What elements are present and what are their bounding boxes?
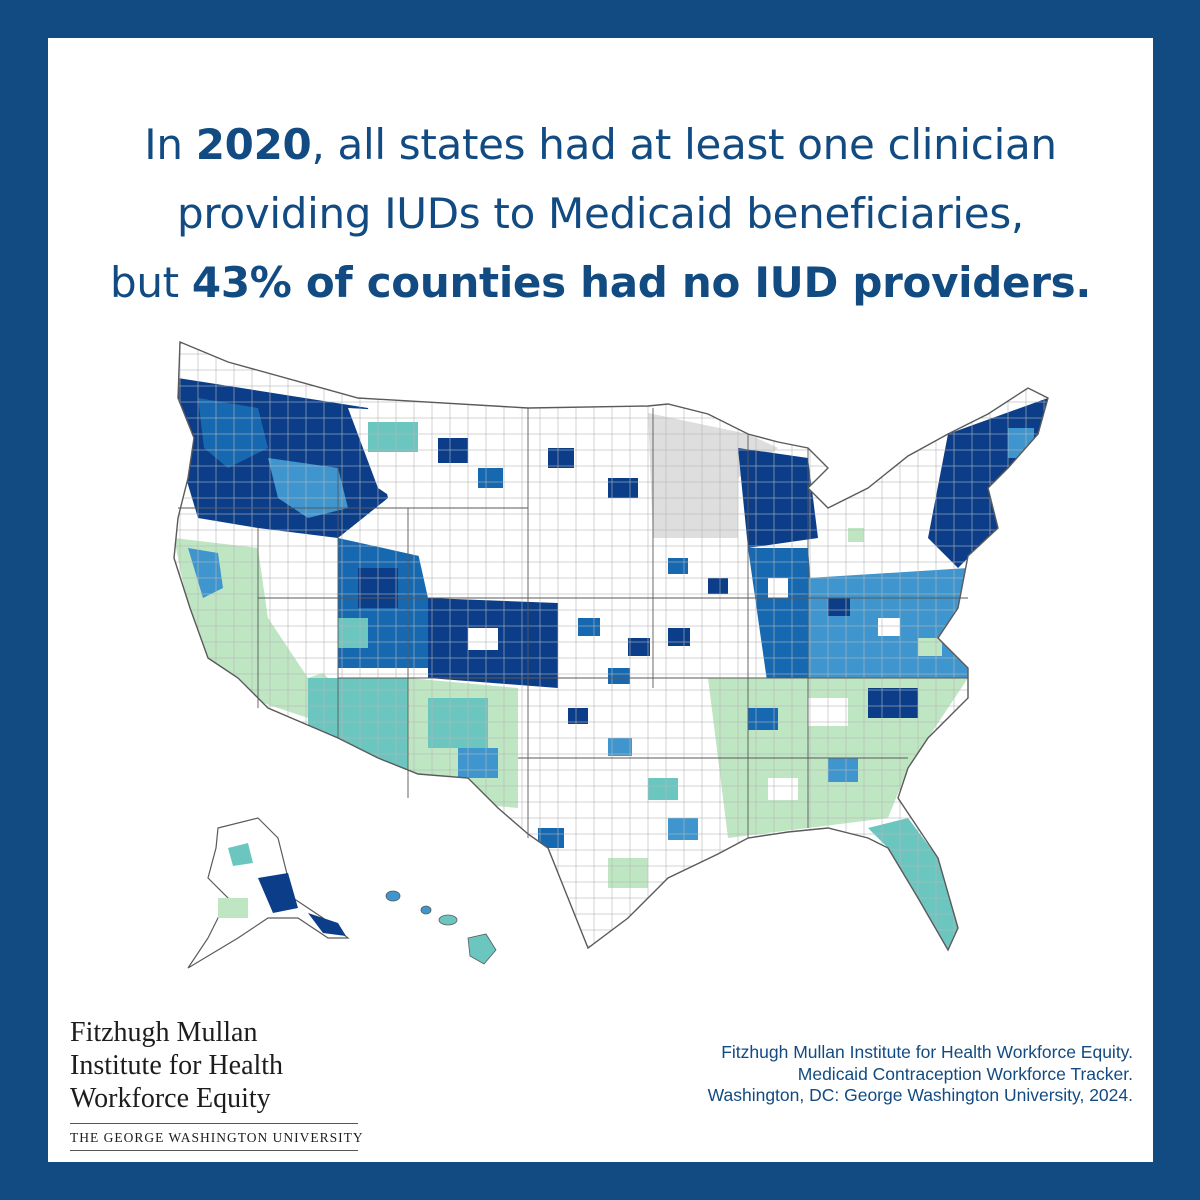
logo-line-2: Institute for Health: [70, 1050, 284, 1081]
headline: In 2020, all states had at least one cli…: [48, 110, 1153, 317]
citation-line-3: Washington, DC: George Washington Univer…: [707, 1085, 1133, 1105]
us-county-choropleth-map: [173, 340, 1049, 969]
logo-divider: [70, 1123, 358, 1124]
headline-stat: 43% of counties had no IUD providers.: [191, 258, 1091, 307]
us-outline: [173, 340, 1049, 952]
logo-divider: [70, 1150, 358, 1151]
hawaii: [385, 890, 497, 965]
hawaii-island: [438, 914, 458, 926]
hawaii-island: [385, 890, 401, 902]
hawaii-island: [467, 933, 497, 965]
logo-line-1: Fitzhugh Mullan: [70, 1017, 258, 1048]
hawaii-island: [420, 905, 432, 915]
county-cluster: [258, 873, 298, 913]
headline-line-1: In 2020, all states had at least one cli…: [48, 110, 1153, 179]
headline-line-3: but 43% of counties had no IUD providers…: [48, 248, 1153, 317]
citation-line-2: Medicaid Contraception Workforce Tracker…: [797, 1063, 1133, 1084]
headline-text: In: [144, 120, 196, 169]
headline-text: providing IUDs to Medicaid beneficiaries…: [177, 189, 1024, 238]
county-cluster: [308, 913, 346, 936]
source-citation: Fitzhugh Mullan Institute for Health Wor…: [708, 1042, 1133, 1107]
institute-logo: Fitzhugh Mullan Institute for Health Wor…: [70, 1016, 370, 1151]
logo-university: THE GEORGE WASHINGTON UNIVERSITY: [70, 1130, 364, 1145]
headline-text: , all states had at least one clinician: [311, 120, 1057, 169]
headline-line-2: providing IUDs to Medicaid beneficiaries…: [48, 179, 1153, 248]
logo-line-3: Workforce Equity: [70, 1083, 271, 1114]
county-cluster: [228, 843, 253, 866]
content-card: In 2020, all states had at least one cli…: [48, 38, 1153, 1162]
headline-text: but: [110, 258, 192, 307]
county-cluster: [218, 898, 248, 918]
alaska: [187, 817, 350, 969]
citation-line-1: Fitzhugh Mullan Institute for Health Wor…: [721, 1042, 1133, 1062]
headline-year: 2020: [195, 120, 312, 169]
state-borders: [178, 408, 968, 838]
